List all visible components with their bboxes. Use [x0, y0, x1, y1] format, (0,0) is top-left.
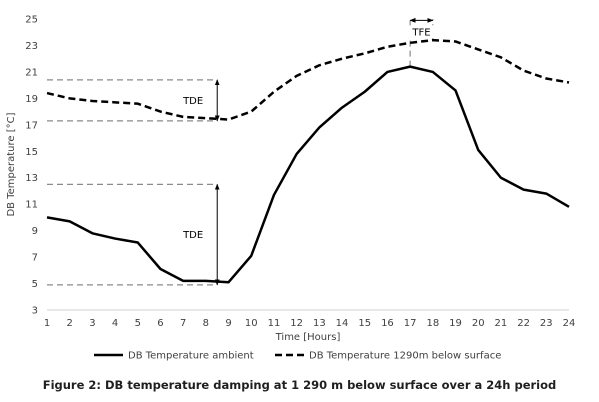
x-tick-label: 22: [517, 318, 530, 329]
annotation-label-tde: TDE: [182, 230, 203, 241]
y-tick-label: 3: [32, 306, 38, 317]
x-tick-label: 6: [157, 318, 163, 329]
legend-label-below-surface: DB Temperature 1290m below surface: [309, 351, 501, 362]
y-axis-title: DB Temperature [°C]: [6, 112, 17, 216]
x-tick-label: 24: [563, 318, 576, 329]
y-tick-label: 7: [32, 253, 38, 264]
y-tick-label: 19: [25, 94, 38, 105]
x-tick-label: 14: [336, 318, 349, 329]
x-tick-label: 17: [404, 318, 417, 329]
annotation-label-tde: TDE: [182, 96, 203, 107]
guide-lines-group: [47, 19, 434, 286]
y-tick-label: 17: [25, 120, 38, 131]
y-tick-label: 23: [25, 41, 38, 52]
x-tick-label: 1: [44, 318, 50, 329]
y-tick-label: 9: [32, 226, 38, 237]
annotation-label-tfe: TFE: [411, 27, 430, 38]
x-tick-label: 10: [245, 318, 258, 329]
x-tick-label: 8: [203, 318, 209, 329]
y-tick-label: 25: [25, 15, 38, 26]
x-axis-title: Time [Hours]: [275, 332, 341, 343]
x-tick-label: 18: [426, 318, 439, 329]
x-tick-label: 19: [449, 318, 462, 329]
x-tick-label: 13: [313, 318, 326, 329]
x-tick-label: 4: [112, 318, 118, 329]
annotation-label-bg: [409, 25, 434, 39]
x-tick-label: 16: [381, 318, 394, 329]
y-tick-label: 21: [25, 67, 38, 78]
annotations-group: TDE TDE TFE: [182, 17, 434, 286]
x-tick-label: 20: [472, 318, 485, 329]
x-tick-label: 3: [89, 318, 95, 329]
y-tick-label: 15: [25, 147, 38, 158]
legend: DB Temperature ambient DB Temperature 12…: [94, 351, 501, 362]
y-tick-label: 11: [25, 200, 38, 211]
x-tick-label: 7: [180, 318, 186, 329]
x-tick-label: 15: [358, 318, 371, 329]
x-tick-label: 9: [225, 318, 231, 329]
x-tick-label: 11: [268, 318, 281, 329]
x-tick-label: 12: [290, 318, 303, 329]
x-tick-label: 5: [135, 318, 141, 329]
figure-caption: Figure 2: DB temperature damping at 1 29…: [42, 378, 557, 392]
x-tick-label: 21: [495, 318, 508, 329]
x-tick-label: 2: [67, 318, 73, 329]
series-group: [46, 38, 570, 284]
y-tick-label: 5: [32, 279, 38, 290]
y-tick-label: 13: [25, 173, 38, 184]
legend-label-ambient: DB Temperature ambient: [128, 351, 254, 362]
x-tick-label: 23: [540, 318, 553, 329]
series-line-below-surface: [46, 38, 570, 121]
series-line-ambient: [46, 65, 570, 284]
